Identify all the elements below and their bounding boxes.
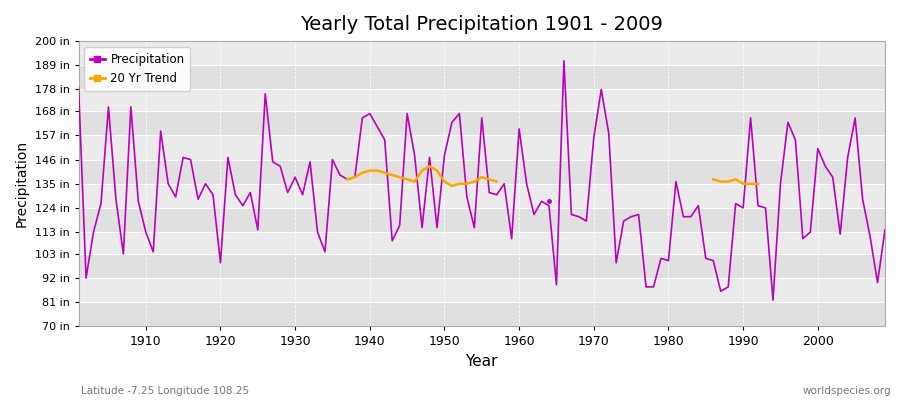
Text: worldspecies.org: worldspecies.org — [803, 386, 891, 396]
Bar — [78, 41, 885, 65]
Bar — [78, 136, 885, 160]
Bar — [78, 65, 885, 89]
Title: Yearly Total Precipitation 1901 - 2009: Yearly Total Precipitation 1901 - 2009 — [301, 15, 663, 34]
Text: Latitude -7.25 Longitude 108.25: Latitude -7.25 Longitude 108.25 — [81, 386, 249, 396]
Bar — [78, 302, 885, 326]
X-axis label: Year: Year — [465, 354, 498, 369]
Bar — [78, 89, 885, 111]
Bar — [78, 208, 885, 232]
Bar — [78, 232, 885, 254]
Legend: Precipitation, 20 Yr Trend: Precipitation, 20 Yr Trend — [85, 47, 191, 91]
Y-axis label: Precipitation: Precipitation — [15, 140, 29, 227]
Bar — [78, 184, 885, 208]
Bar — [78, 111, 885, 136]
Bar — [78, 160, 885, 184]
Bar — [78, 254, 885, 278]
Bar — [78, 278, 885, 302]
